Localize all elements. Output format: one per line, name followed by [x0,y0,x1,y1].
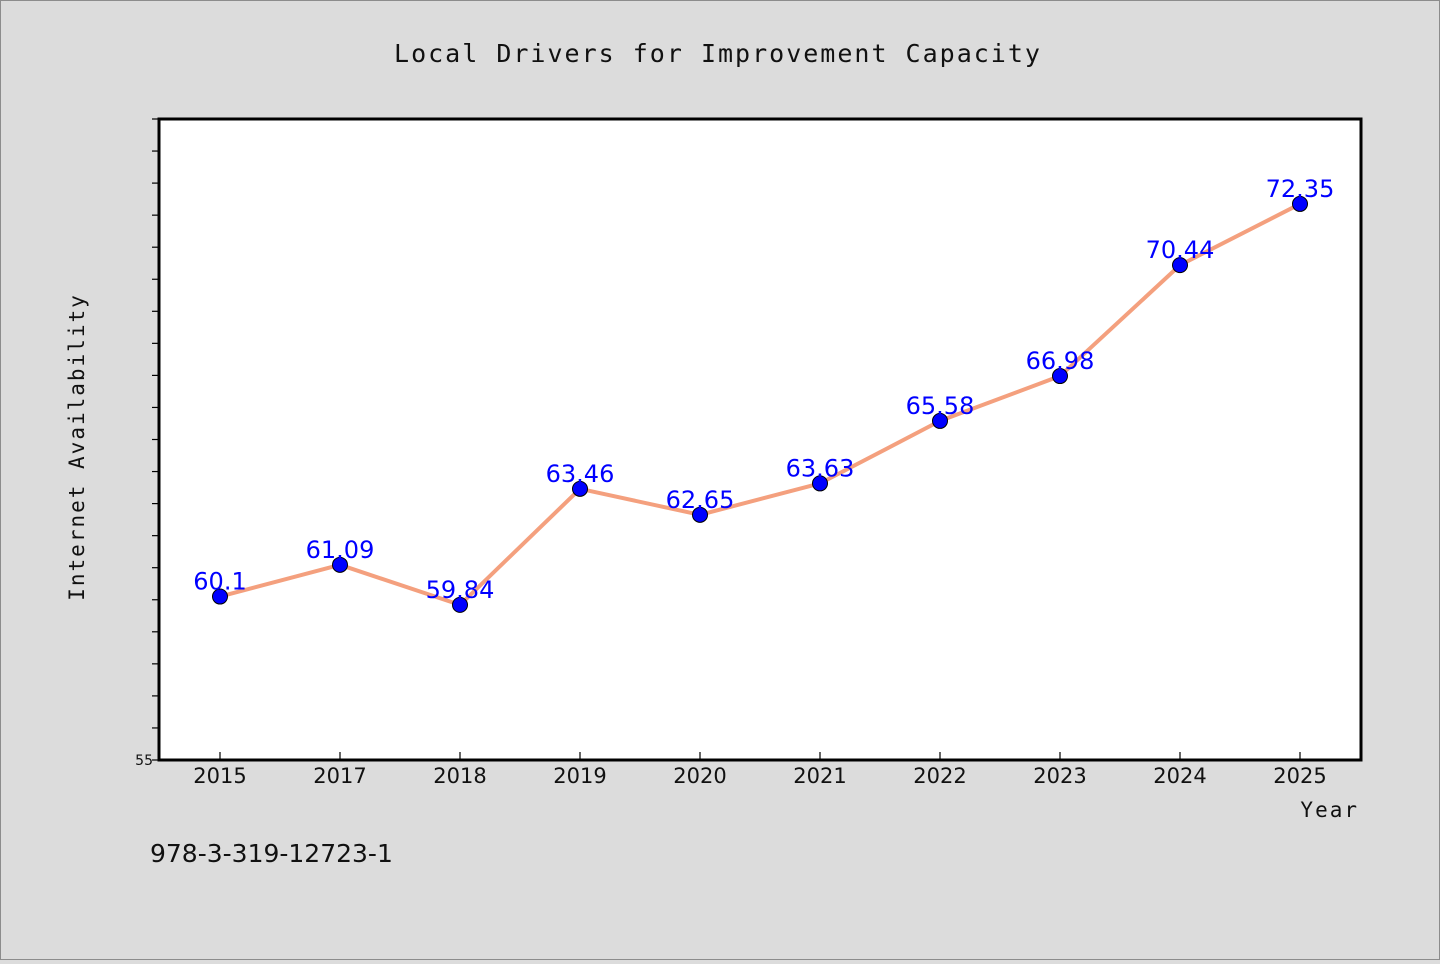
x-tick-label: 2017 [313,764,366,788]
data-point-marker [572,480,588,497]
data-label: 61.09 [306,536,375,564]
data-point-marker [1172,257,1188,274]
data-label: 65.58 [906,392,975,420]
data-label: 62.65 [666,486,735,514]
x-axis-ticks: 2015 2017 2018 2019 2020 2021 2022 2023 2024 2025 [193,752,1327,788]
x-tick-label: 2020 [673,764,726,788]
x-tick-label: 2022 [913,764,966,788]
x-tick-label: 2018 [433,764,486,788]
data-label: 72.35 [1266,175,1335,203]
x-tick-label: 2024 [1153,764,1206,788]
x-tick-label: 2023 [1033,764,1086,788]
data-point-marker [332,556,348,573]
data-point-marker [1292,195,1308,212]
data-labels-layer: 60.1 61.09 59.84 63.46 62.65 63.63 65.58 66.98 7… [193,175,1334,604]
x-tick-label: 2025 [1273,764,1326,788]
y-tick-label: 55 [135,753,153,769]
data-label: 70.44 [1146,236,1215,264]
data-point-marker [212,588,228,605]
y-axis-label: Internet Availability [65,293,89,601]
data-point-marker [1052,368,1068,385]
chart-title: Local Drivers for Improvement Capacity [394,39,1042,68]
data-label: 63.46 [546,460,615,488]
data-label: 60.1 [193,568,246,596]
x-tick-label: 2015 [193,764,246,788]
x-tick-label: 2021 [793,764,846,788]
data-point-marker [812,475,828,492]
plot-area [157,117,1363,762]
data-label: 66.98 [1026,347,1095,375]
series-line [219,202,1301,607]
x-tick-label: 2019 [553,764,606,788]
footer-code: 978-3-319-12723-1 [150,839,393,868]
data-point-marker [452,596,468,613]
data-point-marker [932,412,948,429]
data-label: 63.63 [786,454,855,482]
data-label: 59.84 [426,576,495,604]
x-axis-label: Year [1300,798,1359,822]
data-point-marker [692,506,708,523]
series-layer [212,195,1308,613]
y-axis-ticks: 55 [135,118,159,769]
